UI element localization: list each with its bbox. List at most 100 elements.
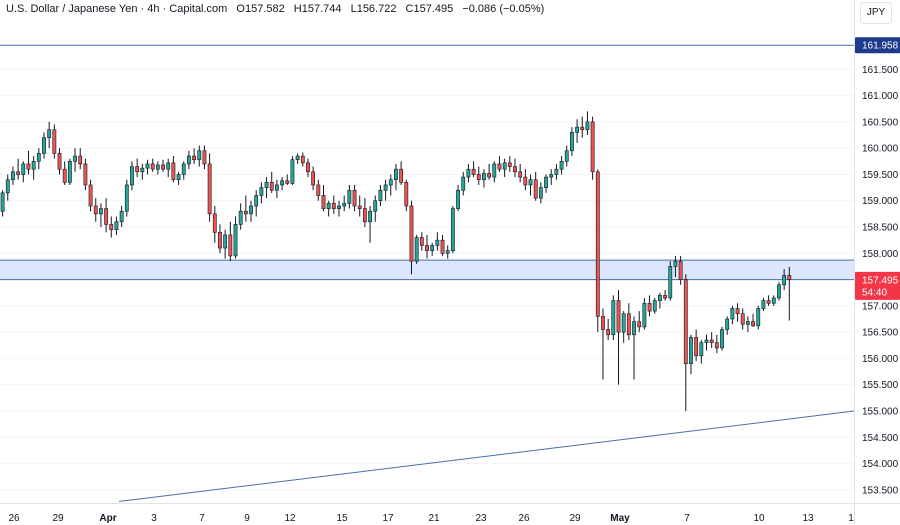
candle [771, 295, 776, 306]
candle [523, 169, 528, 191]
candle [714, 334, 719, 354]
candle [538, 182, 543, 204]
candle [357, 195, 362, 217]
candle-body [342, 203, 347, 207]
candle [73, 148, 77, 172]
candle [554, 163, 559, 180]
candle-body [564, 150, 569, 162]
price-tick-label: 153.500 [862, 485, 899, 496]
candle [187, 150, 191, 170]
candle [730, 305, 735, 325]
candle-body [751, 321, 755, 327]
candle [673, 255, 678, 277]
candle [689, 334, 693, 375]
candle-body [161, 164, 165, 170]
candle [31, 156, 36, 180]
time-axis[interactable]: 26 29 Apr 3 7 9 12 15 17 21 23 26 29 May 7 10 13 1 [8, 513, 854, 524]
candle-body [57, 153, 62, 170]
price-tick-label: 161.500 [862, 65, 899, 76]
candle-body [694, 337, 699, 357]
candle [368, 205, 372, 243]
candle-body [394, 168, 398, 181]
candle-body [135, 166, 140, 173]
candle-body [155, 164, 160, 170]
symbol-title[interactable]: U.S. Dollar / Japanese Yen · 4h · Capita… [6, 3, 228, 15]
candle-body [171, 162, 176, 181]
candle [632, 316, 636, 380]
time-tick-label: 3 [151, 513, 157, 524]
candle-body [683, 279, 688, 364]
candle [295, 153, 300, 164]
candle [78, 148, 83, 170]
candle-body [471, 168, 476, 175]
candle-body [88, 184, 93, 207]
candle-body [590, 121, 595, 173]
price-tick-label: 155.500 [862, 380, 899, 391]
candle [264, 177, 269, 199]
candle-body [445, 250, 450, 254]
candle [337, 200, 341, 217]
candle-body [21, 163, 26, 175]
candle [197, 145, 202, 167]
price-tick-label: 154.000 [862, 459, 899, 470]
candle [5, 174, 10, 201]
candle-body [140, 167, 145, 173]
time-tick-label: 26 [8, 513, 20, 524]
candle [502, 158, 507, 178]
candle-body [331, 203, 336, 209]
candle [321, 184, 326, 212]
candle-body [0, 192, 5, 212]
candle-body [52, 129, 57, 154]
candle [658, 292, 662, 309]
candle [487, 163, 492, 180]
candle [409, 200, 414, 275]
candle [663, 290, 667, 301]
candle [326, 200, 331, 217]
bar-countdown-text: 54:40 [862, 287, 887, 298]
candle [316, 179, 321, 201]
candle-body [218, 231, 222, 249]
candle-body [311, 171, 316, 186]
candle [683, 274, 688, 412]
candle-body [166, 162, 171, 170]
candle-body [290, 159, 295, 184]
candle [26, 150, 31, 175]
candle-body [238, 210, 243, 225]
candle [166, 158, 171, 178]
candle-body [362, 208, 367, 223]
time-tick-label: 23 [475, 513, 487, 524]
candle-body [62, 168, 67, 183]
candle [52, 124, 57, 159]
price-tick-label: 158.500 [862, 223, 899, 234]
currency-button[interactable]: JPY [860, 2, 892, 24]
candle [62, 161, 67, 185]
change-value: −0.086 (−0.05%) [462, 3, 545, 15]
candle-body [285, 180, 290, 184]
candle-body [616, 300, 621, 333]
candle-body [419, 237, 424, 246]
candle [435, 232, 440, 251]
candle-body [761, 300, 766, 309]
candle [709, 332, 714, 348]
candle-body [487, 173, 492, 178]
candle-body [580, 126, 585, 131]
price-tick-label: 154.500 [862, 433, 899, 444]
candle [109, 216, 114, 238]
candle [642, 297, 647, 330]
candle-body [36, 153, 41, 162]
candle-body [130, 166, 134, 186]
candle [119, 205, 124, 228]
candle [751, 313, 755, 327]
candle-body [104, 208, 109, 225]
candle [378, 184, 383, 206]
candle-body [663, 295, 667, 299]
time-tick-label: 12 [284, 513, 296, 524]
candle-body [357, 205, 362, 209]
candle [720, 326, 724, 351]
candle [595, 169, 600, 333]
price-tick-label: 155.000 [862, 407, 899, 418]
last-price-label: 157.495 54:40 [855, 271, 900, 300]
candle-body [595, 171, 600, 317]
price-tick-label: 156.000 [862, 354, 899, 365]
